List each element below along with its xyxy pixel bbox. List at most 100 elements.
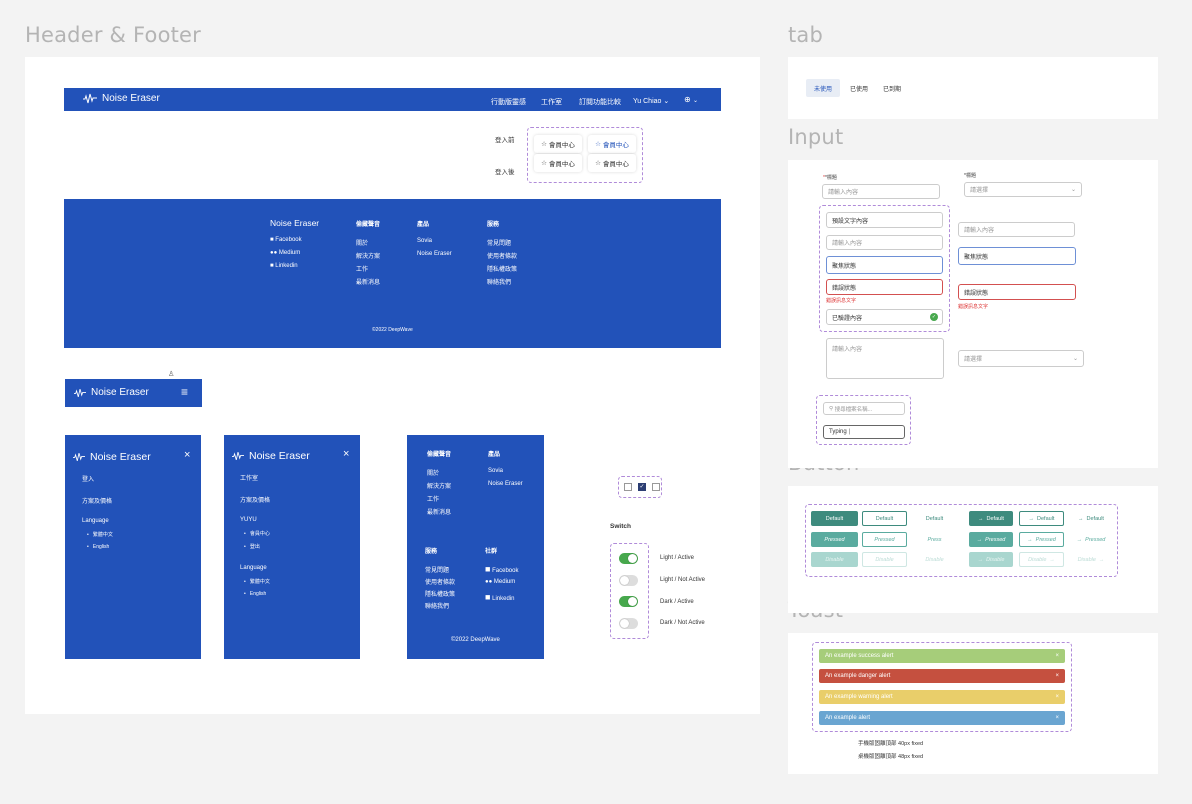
footer-medium-link[interactable]: ●● Medium — [270, 250, 300, 256]
select-input[interactable]: 請選擇 ⌄ — [964, 182, 1082, 197]
mobile-lang-option[interactable]: • English — [244, 591, 267, 597]
footer-link[interactable]: Noise Eraser — [488, 481, 523, 487]
footer-link[interactable]: 使用者條款 — [425, 580, 456, 586]
footer-link[interactable]: 最新消息 — [427, 510, 452, 516]
error-input[interactable]: 錯誤狀態 — [826, 279, 943, 295]
primary-icon-button-default[interactable]: → Default — [969, 511, 1013, 526]
preset-input[interactable]: 預設文字內容 — [826, 212, 943, 228]
error-input-alt[interactable]: 錯誤狀態 — [958, 284, 1076, 300]
footer-medium-link[interactable]: ●● Medium — [485, 579, 515, 585]
member-menu-item-hover[interactable]: ☆ 會員中心 — [588, 135, 636, 153]
switch-light-active[interactable] — [619, 553, 638, 564]
footer-link[interactable]: 解決方案 — [356, 254, 381, 260]
footer-link[interactable]: 關於 — [427, 471, 440, 477]
select-input-alt[interactable]: 請選擇 ⌄ — [958, 350, 1084, 367]
close-icon[interactable]: × — [1055, 694, 1059, 700]
mobile-menu-language: Language — [82, 518, 109, 524]
tab-used[interactable]: 已使用 — [850, 87, 869, 93]
mobile-menu-logo[interactable]: Noise Eraser — [73, 451, 151, 463]
close-icon[interactable]: × — [1055, 673, 1059, 679]
mobile-menu-item[interactable]: 登入 — [82, 477, 95, 483]
footer-link[interactable]: 隱私權政策 — [487, 267, 518, 273]
nav-item-inspiration[interactable]: 行動版靈感 — [491, 99, 526, 116]
footer-link[interactable]: 隱私權政策 — [425, 592, 456, 598]
footer-facebook-link[interactable]: ■ Facebook — [485, 564, 518, 574]
close-icon[interactable]: × — [1055, 715, 1059, 721]
button-label: Default — [1037, 515, 1055, 522]
outline-button-pressed[interactable]: Pressed — [862, 532, 907, 547]
checkbox-unchecked[interactable] — [624, 483, 632, 491]
mobile-menu-item[interactable]: 方案及價格 — [82, 499, 113, 505]
primary-button-pressed[interactable]: Pressed — [811, 532, 858, 547]
mobile-user-option[interactable]: • 登出 — [244, 544, 260, 550]
footer-link[interactable]: Sovia — [488, 468, 504, 474]
medium-icon: ●● — [485, 579, 493, 585]
empty-input[interactable]: 請輸入內容 — [826, 235, 943, 250]
footer-link[interactable]: 聯絡我們 — [487, 280, 512, 286]
text-button-pressed[interactable]: Press — [927, 536, 942, 543]
switch-light-inactive[interactable] — [619, 575, 638, 586]
search-input[interactable]: ⚲ 搜尋檔案名稱... — [823, 402, 905, 415]
footer-link[interactable]: 常見問題 — [425, 568, 450, 574]
footer-link[interactable]: Sovia — [417, 238, 433, 244]
primary-icon-button-pressed[interactable]: → Pressed — [969, 532, 1013, 547]
text-icon-button-default[interactable]: → Default — [1071, 511, 1111, 526]
switch-dark-inactive[interactable] — [619, 618, 638, 629]
hamburger-icon[interactable]: ≡ — [181, 385, 189, 399]
text-input[interactable]: 請輸入內容 — [822, 184, 940, 199]
mobile-menu-item[interactable]: 工作室 — [240, 476, 259, 482]
text-button-default[interactable]: Default — [925, 515, 944, 522]
mobile-menu-logo[interactable]: Noise Eraser — [232, 450, 310, 462]
textarea[interactable]: 請輸入內容 — [826, 338, 944, 379]
outline-button-default[interactable]: Default — [862, 511, 907, 526]
footer-medium-label: Medium — [278, 250, 301, 256]
typing-input[interactable]: Typing | — [823, 425, 905, 439]
header-logo[interactable]: Noise Eraser — [83, 93, 160, 104]
tab-unused[interactable]: 未使用 — [806, 79, 840, 97]
footer-facebook-link[interactable]: ■ Facebook — [270, 237, 302, 243]
footer-link[interactable]: 工作 — [356, 267, 369, 273]
footer-link[interactable]: 聯絡我們 — [425, 604, 450, 610]
text-icon-button-pressed[interactable]: → Pressed — [1071, 532, 1111, 547]
footer-link[interactable]: 最新消息 — [356, 280, 381, 286]
outline-icon-button-pressed[interactable]: → Pressed — [1019, 532, 1064, 547]
member-menu-item[interactable]: ☆ 會員中心 — [534, 135, 582, 153]
member-menu-item[interactable]: ☆ 會員中心 — [534, 154, 582, 172]
mobile-menu-user[interactable]: YUYU — [240, 517, 257, 523]
focus-input[interactable]: 聚焦狀態 — [826, 256, 943, 274]
footer-link[interactable]: 工作 — [427, 497, 440, 503]
footer-linkedin-link[interactable]: ■ Linkedin — [485, 592, 514, 602]
member-menu-item[interactable]: ☆ 會員中心 — [588, 154, 636, 172]
verified-input[interactable]: 已驗證內容 ✓ — [826, 309, 943, 325]
nav-item-user[interactable]: Yu Chiao ⌄ — [633, 97, 670, 114]
nav-item-studio[interactable]: 工作室 — [541, 99, 562, 116]
tab-expired[interactable]: 已到期 — [883, 87, 902, 93]
footer-link[interactable]: 常見問題 — [487, 241, 512, 247]
switch-dark-active[interactable] — [619, 596, 638, 607]
text-input-alt[interactable]: 請輸入內容 — [958, 222, 1075, 237]
footer-col-products: 產品 — [488, 452, 501, 458]
mobile-lang-option[interactable]: • 繁體中文 — [87, 532, 113, 538]
footer-link[interactable]: 使用者條款 — [487, 254, 518, 260]
checkbox-checked[interactable]: ✓ — [638, 483, 646, 491]
login-before-label: 登入前 — [495, 137, 515, 144]
mobile-lang-option[interactable]: • 繁體中文 — [244, 579, 270, 585]
focus-input-alt[interactable]: 聚焦狀態 — [958, 247, 1076, 265]
globe-icon[interactable]: ⊕ ⌄ — [684, 95, 698, 104]
footer-medium-label: Medium — [493, 579, 516, 585]
footer-link[interactable]: 關於 — [356, 241, 369, 247]
mobile-lang-option[interactable]: • English — [87, 544, 110, 550]
mobile-logo[interactable]: Noise Eraser — [74, 387, 149, 398]
footer-link[interactable]: 解決方案 — [427, 484, 452, 490]
footer-linkedin-link[interactable]: ■ Linkedin — [270, 263, 298, 269]
mobile-menu-item[interactable]: 方案及價格 — [240, 498, 271, 504]
outline-icon-button-default[interactable]: → Default — [1019, 511, 1064, 526]
nav-item-compare[interactable]: 訂閱功能比較 — [579, 99, 621, 116]
close-icon[interactable]: × — [343, 448, 350, 460]
close-icon[interactable]: × — [184, 449, 191, 461]
mobile-user-option[interactable]: • 會員中心 — [244, 531, 270, 537]
primary-button-default[interactable]: Default — [811, 511, 858, 526]
checkbox-unchecked[interactable] — [652, 483, 660, 491]
footer-link[interactable]: Noise Eraser — [417, 251, 452, 257]
close-icon[interactable]: × — [1055, 653, 1059, 659]
